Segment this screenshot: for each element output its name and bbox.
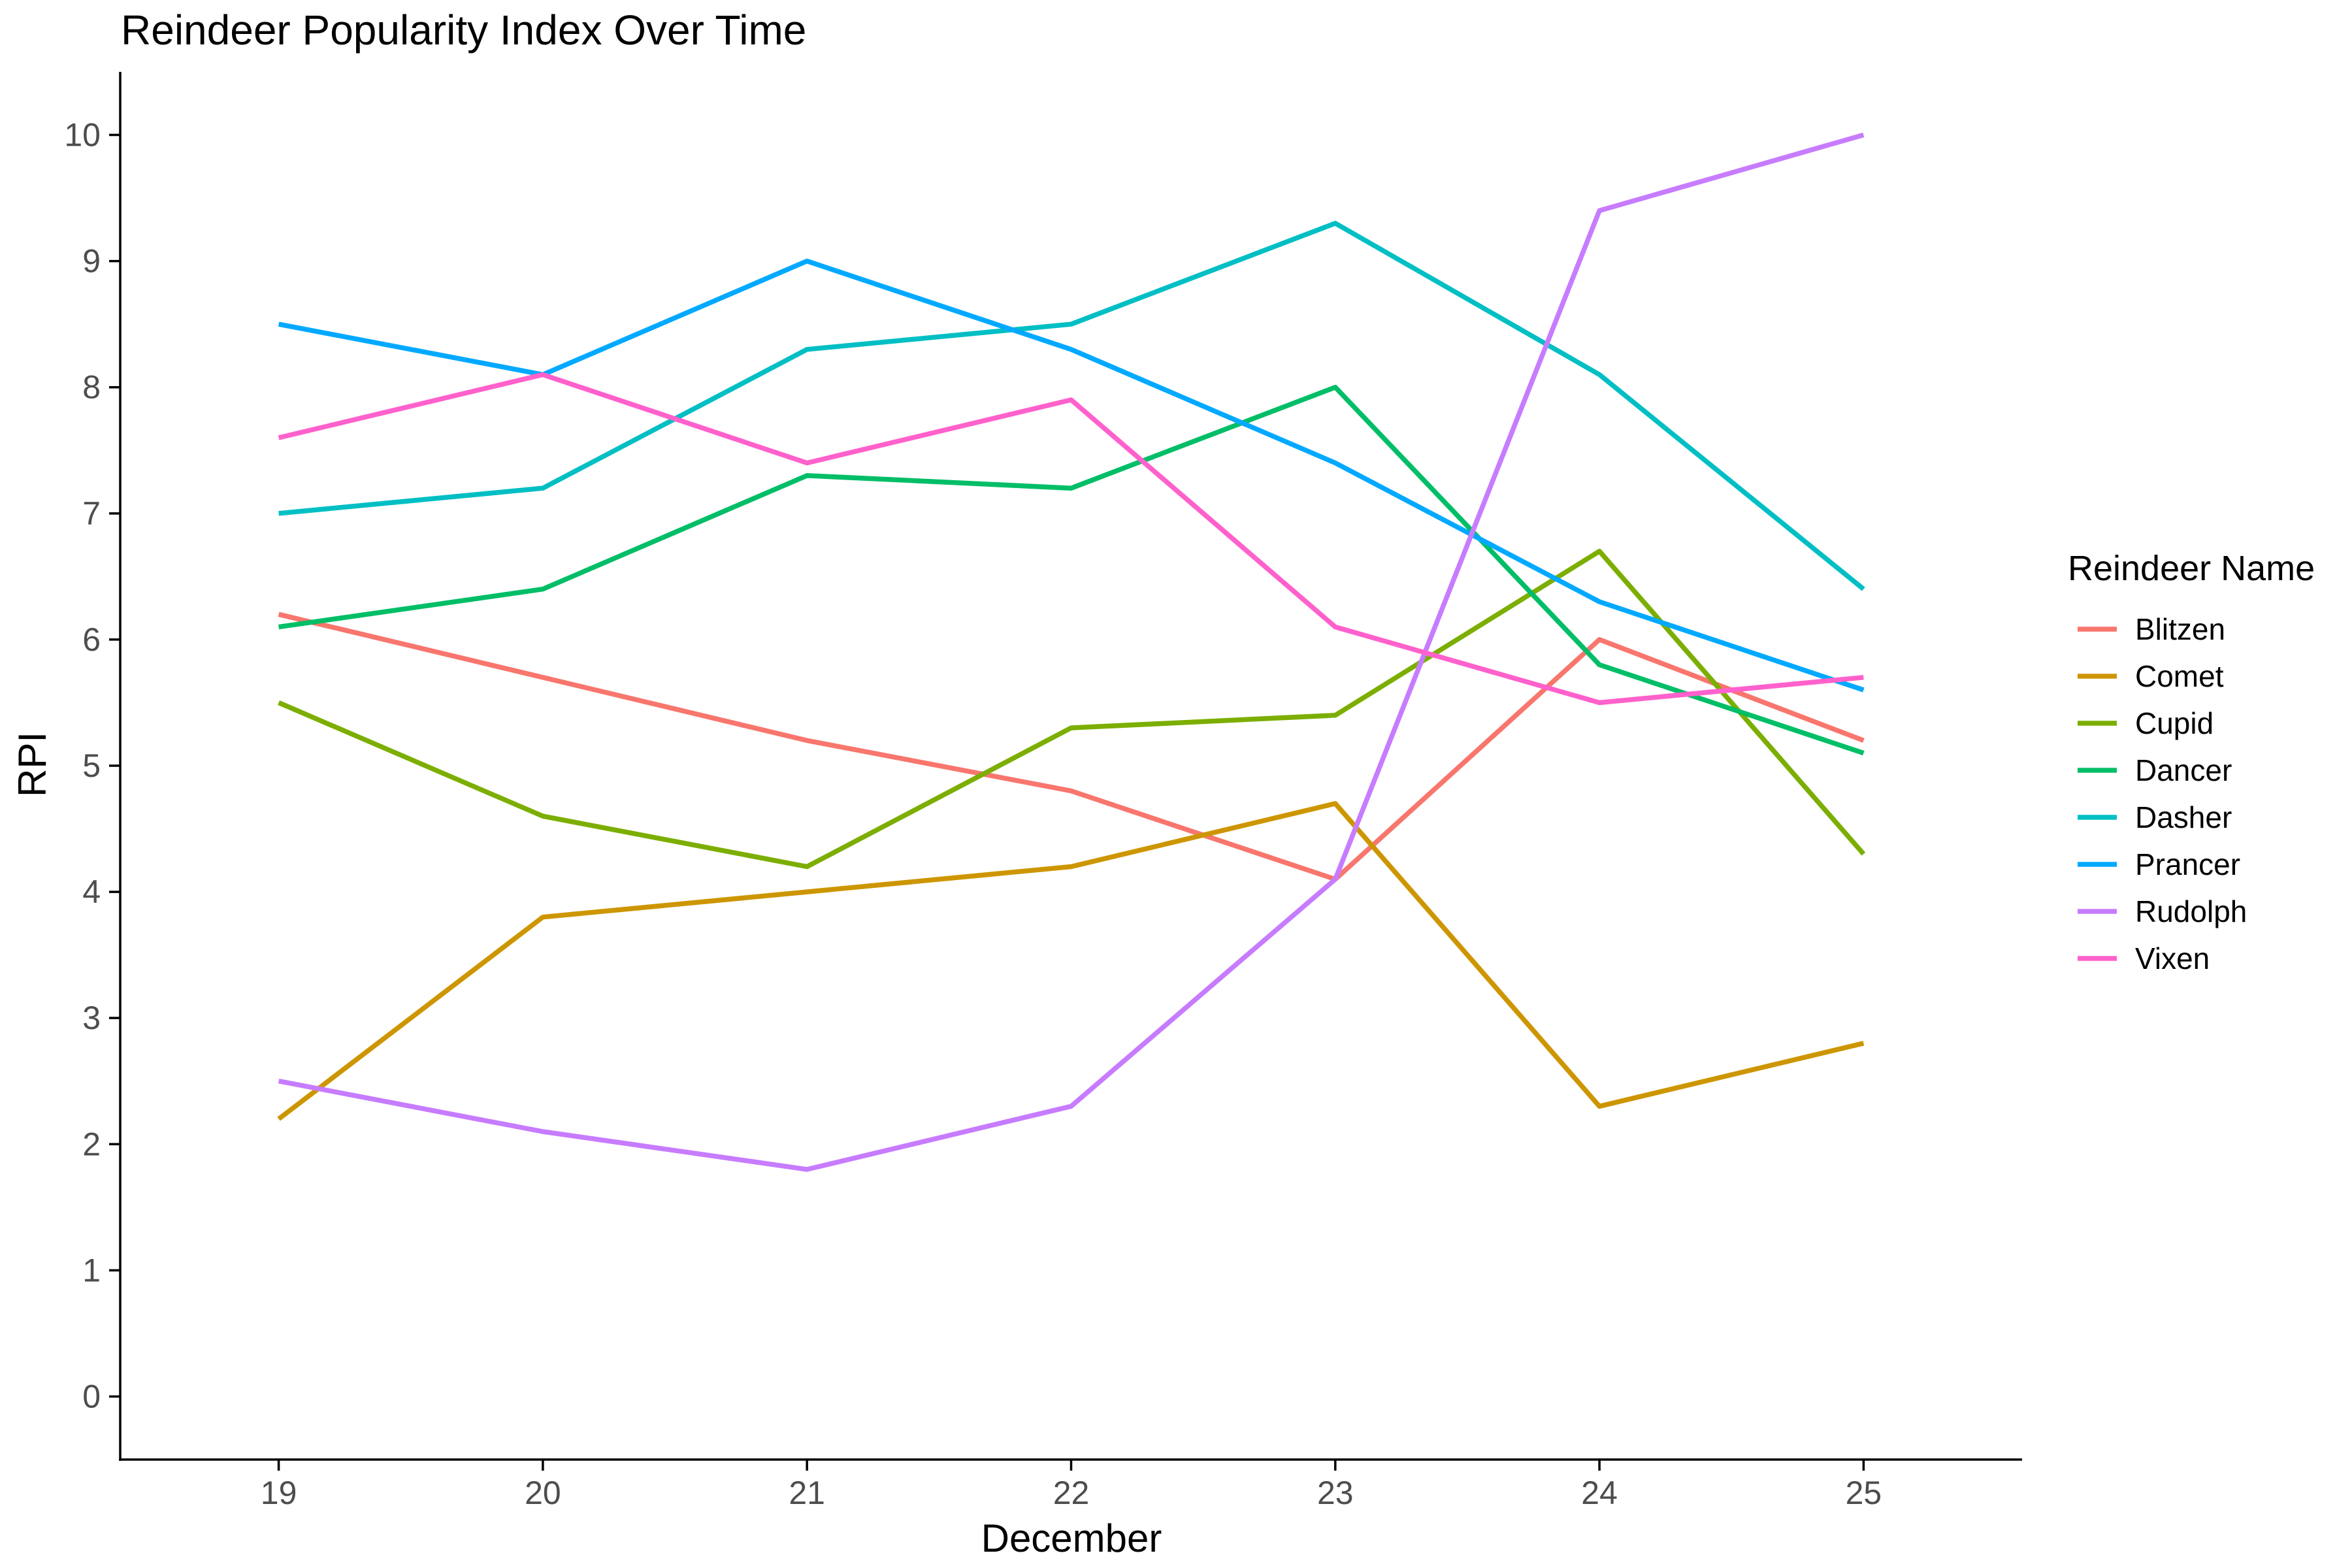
legend: Reindeer Name Blitzen Comet Cupid Dancer Das… [2068, 549, 2315, 975]
y-tick-label: 8 [82, 369, 101, 406]
x-tick-label: 21 [789, 1475, 825, 1511]
legend-label-blitzen: Blitzen [2135, 612, 2225, 646]
series-line-blitzen [278, 612, 1865, 882]
y-tick-label: 6 [82, 621, 101, 658]
y-tick-label: 0 [82, 1378, 101, 1414]
x-axis-title: December [981, 1516, 1162, 1560]
legend-label-rudolph: Rudolph [2135, 894, 2247, 928]
y-tick-label: 2 [82, 1126, 101, 1162]
series-line-vixen [278, 372, 1864, 706]
series-line-dasher [278, 220, 1865, 591]
y-tick-label: 9 [82, 243, 101, 280]
y-tick-label: 10 [64, 117, 101, 154]
y-axis-title: RPI [10, 732, 54, 797]
legend-label-cupid: Cupid [2135, 706, 2213, 740]
series-line-rudolph [278, 132, 1865, 1172]
y-tick-label: 4 [82, 874, 101, 910]
legend-label-vixen: Vixen [2135, 941, 2210, 975]
y-tick-label: 3 [82, 1000, 101, 1036]
series-line-comet [277, 801, 1865, 1121]
series-lines [277, 132, 1866, 1172]
x-tick-label: 23 [1317, 1475, 1354, 1511]
legend-label-dasher: Dasher [2135, 800, 2232, 834]
legend-label-comet: Comet [2135, 659, 2224, 693]
x-tick-label: 25 [1846, 1475, 1882, 1511]
legend-label-prancer: Prancer [2135, 847, 2240, 881]
x-axis: 19 20 21 22 23 24 25 [261, 1460, 1882, 1511]
y-axis: 0 1 2 3 4 5 6 7 8 9 10 [64, 117, 120, 1414]
y-tick-label: 7 [82, 495, 101, 532]
legend-title: Reindeer Name [2068, 549, 2315, 588]
x-tick-label: 24 [1581, 1475, 1618, 1511]
x-tick-label: 19 [261, 1475, 297, 1511]
x-tick-label: 22 [1053, 1475, 1090, 1511]
y-tick-label: 1 [82, 1252, 101, 1288]
series-line-cupid [278, 548, 1866, 870]
chart-title: Reindeer Popularity Index Over Time [121, 7, 806, 54]
y-tick-label: 5 [82, 747, 101, 784]
legend-label-dancer: Dancer [2135, 753, 2232, 787]
series-line-dancer [278, 384, 1865, 756]
x-tick-label: 20 [525, 1475, 561, 1511]
